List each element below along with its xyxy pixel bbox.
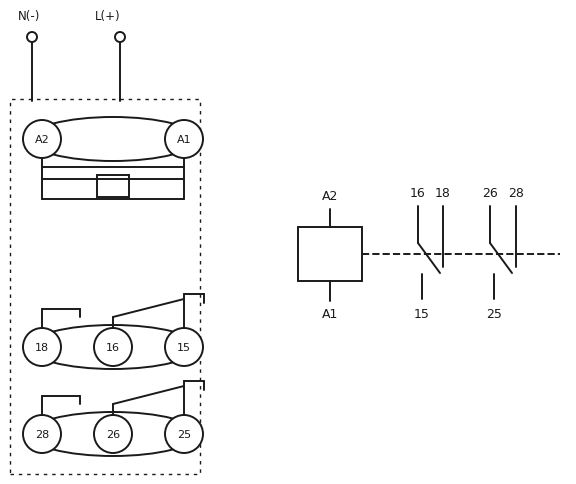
Text: 28: 28 (508, 187, 524, 199)
Circle shape (165, 328, 203, 366)
Text: 25: 25 (486, 307, 502, 320)
Text: 26: 26 (482, 187, 498, 199)
Text: 16: 16 (410, 187, 426, 199)
Circle shape (23, 121, 61, 159)
Text: N(-): N(-) (18, 10, 40, 23)
Circle shape (23, 415, 61, 453)
Text: 25: 25 (177, 429, 191, 439)
Text: 15: 15 (177, 342, 191, 352)
Text: A2: A2 (322, 190, 338, 203)
Ellipse shape (29, 325, 197, 369)
Bar (10, 100, 200, 474)
Circle shape (165, 121, 203, 159)
Ellipse shape (29, 412, 197, 456)
Text: 15: 15 (414, 307, 430, 320)
Text: 18: 18 (35, 342, 49, 352)
Text: L(+): L(+) (95, 10, 120, 23)
Circle shape (94, 328, 132, 366)
Bar (298, 227, 362, 281)
Circle shape (23, 328, 61, 366)
Text: 18: 18 (435, 187, 451, 199)
Text: A2: A2 (35, 135, 50, 145)
Ellipse shape (29, 118, 197, 162)
Text: 28: 28 (35, 429, 49, 439)
Circle shape (94, 415, 132, 453)
Text: A1: A1 (177, 135, 191, 145)
Bar (97, 176, 129, 197)
Circle shape (165, 415, 203, 453)
Text: 26: 26 (106, 429, 120, 439)
Text: A1: A1 (322, 307, 338, 320)
Text: 16: 16 (106, 342, 120, 352)
